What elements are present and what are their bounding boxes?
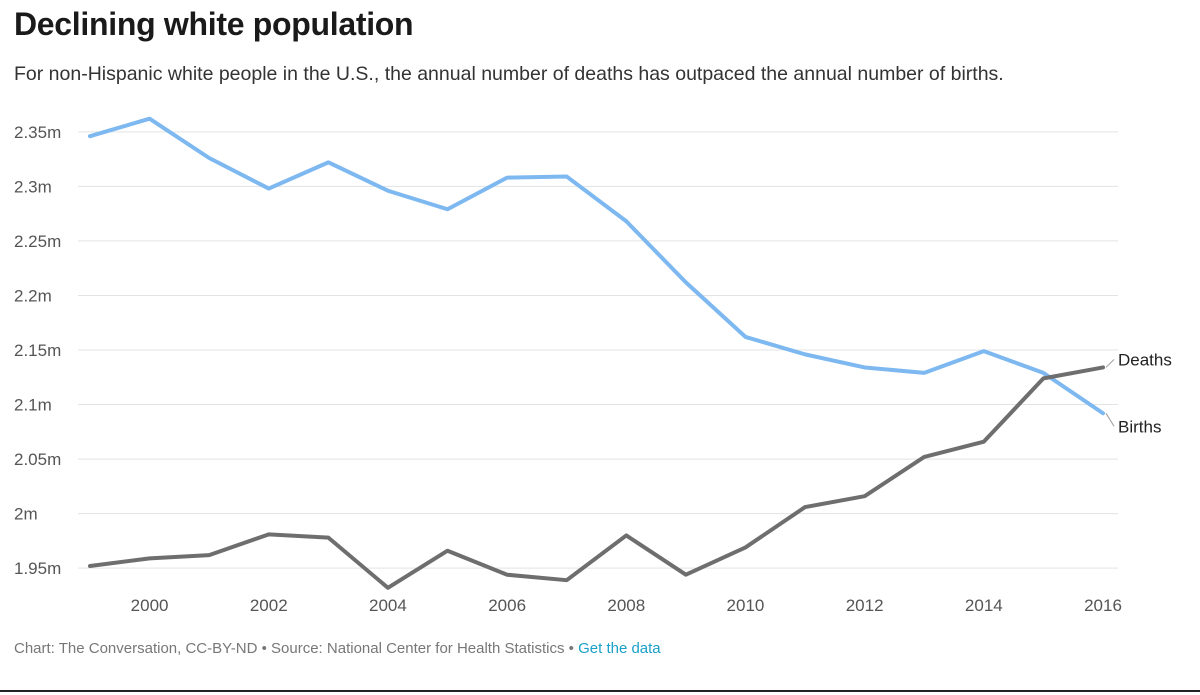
deaths-series-line (88, 365, 1105, 590)
x-tick-label: 2012 (846, 596, 884, 615)
chart-title: Declining white population (14, 6, 414, 42)
separator: • (564, 640, 579, 657)
x-tick-label: 2004 (369, 596, 407, 615)
births-series-line (88, 116, 1105, 416)
separator: • (257, 640, 272, 657)
y-tick-label: 2.15m (14, 341, 61, 360)
x-tick-label: 2010 (727, 596, 765, 615)
line-chart: 1.95m 2m 2.05m 2.1m 2.15m 2.2m 2.25m 2.3m 2.35m 2… (14, 116, 1172, 615)
deaths-label-connector (1105, 359, 1115, 368)
chart-footer: Chart: The Conversation, CC-BY-ND • Sour… (14, 640, 661, 657)
deaths-series-label: Deaths (1118, 350, 1172, 369)
y-tick-label: 2.25m (14, 232, 61, 251)
x-tick-label: 2008 (607, 596, 645, 615)
x-tick-label: 2006 (488, 596, 526, 615)
chart-subtitle: For non-Hispanic white people in the U.S… (14, 63, 1004, 85)
y-tick-label: 2.3m (14, 177, 52, 196)
x-tick-label: 2000 (131, 596, 169, 615)
y-tick-label: 2.35m (14, 123, 61, 142)
x-tick-label: 2014 (965, 596, 1003, 615)
x-tick-label: 2002 (250, 596, 288, 615)
x-tick-label: 2016 (1084, 596, 1122, 615)
credit-text: Chart: The Conversation, CC-BY-ND (14, 640, 258, 657)
get-the-data-link[interactable]: Get the data (578, 640, 661, 657)
y-tick-label: 2m (14, 505, 38, 524)
y-tick-label: 1.95m (14, 559, 61, 578)
bottom-divider (0, 690, 1200, 692)
y-tick-label: 2.2m (14, 286, 52, 305)
y-tick-label: 2.1m (14, 396, 52, 415)
births-series-label: Births (1118, 417, 1161, 436)
births-label-connector (1105, 413, 1115, 427)
source-text: Source: National Center for Health Stati… (271, 640, 565, 657)
y-tick-label: 2.05m (14, 450, 61, 469)
